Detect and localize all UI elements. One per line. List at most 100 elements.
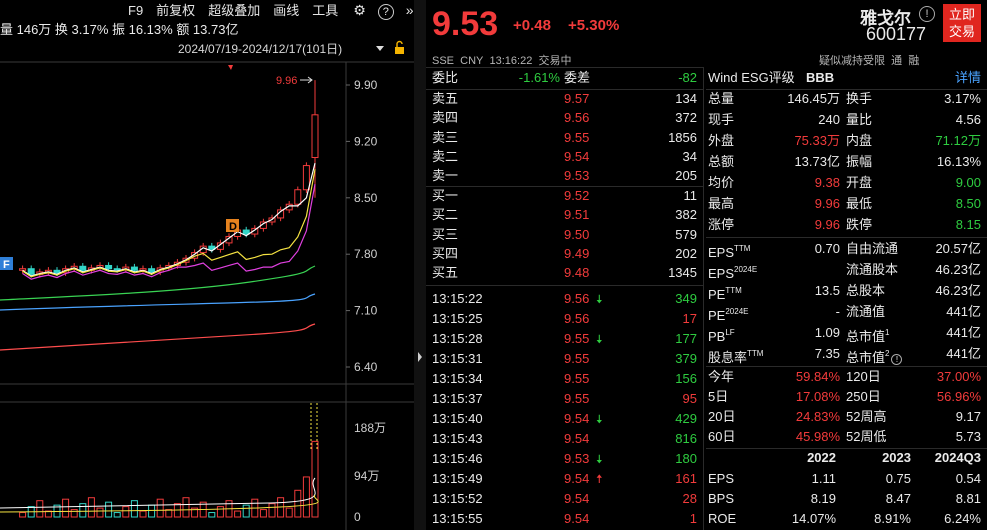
metric-value: 56.96% bbox=[936, 389, 981, 404]
order-book-row[interactable]: 卖四 9.56 372 bbox=[426, 108, 703, 128]
info-circle-icon[interactable]: ! bbox=[891, 354, 903, 365]
tick-price: 9.55 bbox=[564, 331, 590, 346]
info-circle-icon[interactable]: ! bbox=[919, 6, 935, 22]
chart-toolbar: F9 前复权 超级叠加 画线 工具 ⚙? » 量 146万 换 3.17% 振 16.13%… bbox=[0, 0, 414, 56]
metric-name: 涨停 bbox=[708, 217, 735, 232]
toolbar-item-1[interactable]: 前复权 bbox=[156, 3, 196, 18]
price-axis-label: 9.90 bbox=[354, 78, 378, 92]
tick-volume: 156 bbox=[675, 371, 697, 386]
fin-value: 8.19 bbox=[810, 491, 836, 506]
metric-name: 现手 bbox=[708, 112, 735, 127]
tick-row[interactable]: 13:15:34 9.55 156 bbox=[426, 369, 703, 389]
metric-value: 0.70 bbox=[814, 241, 840, 256]
order-book-row[interactable]: 买三 9.50 579 bbox=[426, 225, 703, 245]
tick-row[interactable]: 13:15:52 9.54 28 bbox=[426, 489, 703, 509]
tick-price: 9.54 bbox=[564, 491, 590, 506]
date-range[interactable]: 2024/07/19-2024/12/17(101日) bbox=[178, 42, 343, 56]
metric-label: 52周低 bbox=[846, 427, 886, 447]
volume-bar bbox=[294, 489, 302, 518]
order-book-row[interactable]: 买四 9.49 202 bbox=[426, 244, 703, 264]
tick-time: 13:15:49 bbox=[432, 471, 483, 486]
metric-name: PB bbox=[708, 329, 726, 344]
metric-label: 最低 bbox=[846, 194, 872, 214]
metric-name: 总额 bbox=[708, 154, 735, 169]
tick-row[interactable]: 13:15:43 9.54 816 bbox=[426, 429, 703, 449]
metric-name: 量比 bbox=[846, 112, 873, 127]
metric-value: 13.73亿 bbox=[794, 154, 840, 169]
gear-icon[interactable]: ⚙ bbox=[353, 2, 366, 18]
metric-name: EPS bbox=[708, 245, 735, 260]
metric-name: 52周高 bbox=[846, 409, 887, 424]
event-marker-f[interactable]: F bbox=[0, 257, 13, 271]
event-marker-d[interactable]: D bbox=[226, 219, 239, 233]
esg-detail-link[interactable]: 详情 bbox=[954, 70, 981, 85]
order-book-row[interactable]: 买五 9.48 1345 bbox=[426, 263, 703, 283]
double-chevron-right-icon[interactable]: » bbox=[405, 2, 414, 18]
lock-icon[interactable] bbox=[395, 40, 404, 55]
tick-row[interactable]: 13:15:28 9.55 🠇 177 bbox=[426, 329, 703, 349]
tick-time: 13:15:43 bbox=[432, 431, 483, 446]
order-book-row[interactable]: 买一 9.52 11 bbox=[426, 186, 703, 206]
tick-row[interactable]: 13:15:55 9.54 1 bbox=[426, 509, 703, 529]
tick-row[interactable]: 13:15:31 9.55 379 bbox=[426, 349, 703, 369]
row-volume: 372 bbox=[675, 110, 697, 126]
metric-value: 75.33万 bbox=[794, 133, 840, 148]
tick-row[interactable]: 13:15:22 9.56 🠇 349 bbox=[426, 289, 703, 309]
toolbar-item-2[interactable]: 超级叠加 bbox=[208, 3, 261, 18]
tick-row[interactable]: 13:15:25 9.56 17 bbox=[426, 309, 703, 329]
trade-now-button[interactable]: 立即 交易 bbox=[943, 4, 981, 42]
ratio-label: 委比 bbox=[432, 70, 459, 85]
tick-row[interactable]: 13:15:40 9.54 🠇 429 bbox=[426, 409, 703, 429]
question-circle-icon[interactable]: ? bbox=[377, 4, 394, 20]
metric-label: PBLF bbox=[708, 323, 735, 347]
order-book-row[interactable]: 卖一 9.53 205 bbox=[426, 166, 703, 186]
metric-value: 9.00 bbox=[955, 175, 981, 190]
volume-bar bbox=[122, 506, 130, 518]
volume-bar bbox=[139, 510, 147, 518]
metric-name: 流通值 bbox=[846, 304, 886, 319]
metric-value: 17.08% bbox=[795, 389, 840, 404]
price-change: +0.48 bbox=[513, 17, 551, 34]
row-price: 9.51 bbox=[564, 207, 590, 223]
svg-text:F: F bbox=[3, 259, 10, 271]
kline-chart[interactable]: 9.90 9.20 8.50 7.80 7.10 6.40 188万 94万 0 9.96 D F bbox=[0, 0, 414, 530]
performance-row: 60日 45.98% 52周低 5.73 bbox=[706, 427, 987, 447]
toolbar-item-3[interactable]: 画线 bbox=[273, 3, 300, 18]
toolbar-item-0[interactable]: F9 bbox=[128, 3, 144, 18]
tick-row[interactable]: 13:15:37 9.55 95 bbox=[426, 389, 703, 409]
order-book-row[interactable]: 卖三 9.55 1856 bbox=[426, 128, 703, 148]
order-book-row[interactable]: 买二 9.51 382 bbox=[426, 205, 703, 225]
tick-volume: 379 bbox=[675, 351, 697, 366]
metric-value: 9.96 bbox=[814, 217, 840, 232]
metric-label: PE2024E bbox=[708, 302, 748, 326]
toolbar-item-4[interactable]: 工具 bbox=[312, 3, 339, 18]
price-change-pct: +5.30% bbox=[568, 17, 620, 34]
metric-name: 外盘 bbox=[708, 133, 735, 148]
tick-time: 13:15:55 bbox=[432, 511, 483, 526]
esg-header: Wind ESG评级 BBB 详情 bbox=[706, 68, 987, 88]
metric-label: 最高 bbox=[708, 194, 734, 214]
volume-bar bbox=[182, 497, 190, 518]
price-axis-label: 8.50 bbox=[354, 191, 378, 205]
tick-row[interactable]: 13:15:46 9.53 🠇 180 bbox=[426, 449, 703, 469]
ma20-line bbox=[22, 183, 316, 280]
volume-bar bbox=[105, 501, 113, 518]
arrow-down-icon: 🠇 bbox=[596, 412, 603, 426]
diff-label: 委差 bbox=[564, 70, 591, 85]
order-book-row[interactable]: 卖五 9.57 134 bbox=[426, 89, 703, 109]
row-price: 9.48 bbox=[564, 265, 590, 281]
tick-list[interactable]: 13:15:22 9.56 🠇 349 13:15:25 9.56 17 13:15:28 9.… bbox=[426, 289, 703, 530]
metric-label: 5日 bbox=[708, 387, 728, 407]
arrow-up-icon: 🠅 bbox=[596, 472, 603, 486]
chevron-down-icon[interactable] bbox=[376, 46, 384, 51]
fin-label: BPS bbox=[708, 491, 735, 506]
metric-label: 总量 bbox=[708, 89, 734, 109]
metric-name: PE bbox=[708, 287, 726, 302]
panel-splitter[interactable] bbox=[414, 0, 426, 530]
exchange: SSE bbox=[432, 55, 455, 67]
tick-row[interactable]: 13:15:49 9.54 🠅 161 bbox=[426, 469, 703, 489]
quote-stat-row: 外盘 75.33万 内盘 71.12万 bbox=[706, 131, 987, 151]
order-book-row[interactable]: 卖二 9.54 34 bbox=[426, 147, 703, 167]
row-price: 9.52 bbox=[564, 188, 590, 203]
price-axis-label: 7.80 bbox=[354, 247, 378, 261]
